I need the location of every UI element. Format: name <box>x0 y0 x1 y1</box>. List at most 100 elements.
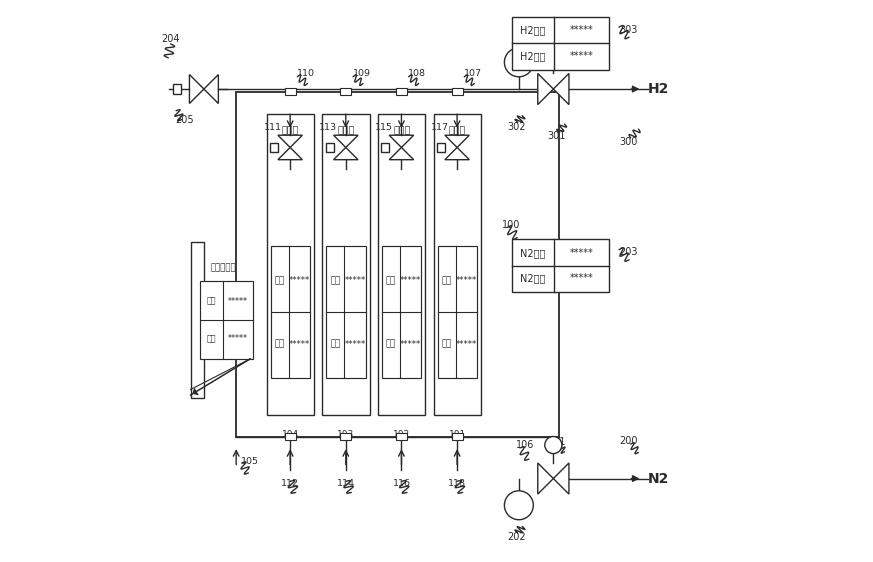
Text: 温度: 温度 <box>386 276 396 285</box>
Bar <box>285 433 296 440</box>
Text: 温度: 温度 <box>275 276 285 285</box>
Bar <box>382 143 389 152</box>
Text: 117: 117 <box>430 124 449 133</box>
Polygon shape <box>445 147 470 160</box>
Text: 118: 118 <box>448 478 466 488</box>
Bar <box>270 143 278 152</box>
Bar <box>173 84 181 94</box>
Bar <box>378 114 425 415</box>
Polygon shape <box>553 74 569 105</box>
Text: 103: 103 <box>338 429 354 438</box>
Bar <box>200 281 253 359</box>
Text: *****: ***** <box>400 276 422 285</box>
Circle shape <box>545 437 562 454</box>
Polygon shape <box>538 74 553 105</box>
Circle shape <box>545 47 562 64</box>
Bar <box>437 246 478 378</box>
Text: H2: H2 <box>648 82 670 96</box>
Circle shape <box>505 491 533 520</box>
Text: N2压力: N2压力 <box>520 248 546 258</box>
Text: 炉压: 炉压 <box>442 339 452 348</box>
Text: 109: 109 <box>353 69 370 78</box>
Text: 115: 115 <box>375 124 393 133</box>
Text: *****: ***** <box>345 276 366 285</box>
Bar <box>434 114 481 415</box>
Polygon shape <box>389 147 414 160</box>
Text: 201: 201 <box>546 437 566 447</box>
Text: 107: 107 <box>464 69 482 78</box>
Text: *****: ***** <box>456 339 477 348</box>
Polygon shape <box>538 463 553 494</box>
Text: *****: ***** <box>570 248 594 258</box>
Text: 303: 303 <box>619 25 637 35</box>
Text: 112: 112 <box>281 478 299 488</box>
Bar <box>326 143 333 152</box>
Text: N2流量: N2流量 <box>520 273 546 283</box>
Bar <box>327 246 366 378</box>
Bar <box>512 239 609 292</box>
Polygon shape <box>553 463 569 494</box>
Bar <box>190 242 204 398</box>
Polygon shape <box>445 135 470 147</box>
Bar <box>340 433 351 440</box>
Text: 加热段: 加热段 <box>393 126 410 135</box>
Text: *****: ***** <box>228 297 248 306</box>
Text: *****: ***** <box>570 25 594 35</box>
Bar <box>267 114 314 415</box>
Text: H2压力: H2压力 <box>520 25 546 35</box>
Polygon shape <box>278 147 302 160</box>
Bar <box>395 433 407 440</box>
Text: 炉压: 炉压 <box>330 339 340 348</box>
Text: 110: 110 <box>297 69 315 78</box>
Bar <box>285 88 296 95</box>
Text: 温度: 温度 <box>330 276 340 285</box>
Text: 203: 203 <box>619 247 637 257</box>
Text: N2: N2 <box>648 472 670 486</box>
Text: *****: ***** <box>289 339 310 348</box>
Bar <box>512 17 609 70</box>
Bar <box>451 433 463 440</box>
Text: *****: ***** <box>456 276 477 285</box>
Text: 204: 204 <box>162 34 180 44</box>
Bar <box>395 88 407 95</box>
Text: *****: ***** <box>570 273 594 283</box>
Bar <box>322 114 370 415</box>
Polygon shape <box>333 135 358 147</box>
Text: 102: 102 <box>393 429 410 438</box>
Text: 水平转向段: 水平转向段 <box>211 264 237 273</box>
Circle shape <box>505 48 533 77</box>
Bar <box>237 92 559 437</box>
Text: 炉压: 炉压 <box>207 334 217 343</box>
Polygon shape <box>204 75 218 103</box>
Text: 106: 106 <box>516 440 534 450</box>
Text: 113: 113 <box>320 124 338 133</box>
Text: 急冷段: 急冷段 <box>282 126 299 135</box>
Text: 200: 200 <box>619 436 637 446</box>
Text: 300: 300 <box>619 137 637 147</box>
Text: 301: 301 <box>547 132 566 141</box>
Polygon shape <box>278 135 302 147</box>
Text: 预热段: 预热段 <box>449 126 466 135</box>
Text: 116: 116 <box>393 478 410 488</box>
Text: 温度: 温度 <box>207 297 217 306</box>
Text: 108: 108 <box>408 69 426 78</box>
Text: 炉压: 炉压 <box>275 339 285 348</box>
Bar <box>271 246 310 378</box>
Bar <box>451 88 463 95</box>
Text: 111: 111 <box>264 124 282 133</box>
Polygon shape <box>333 147 358 160</box>
Text: *****: ***** <box>400 339 422 348</box>
Text: 101: 101 <box>449 429 466 438</box>
Text: 302: 302 <box>507 122 526 132</box>
Bar <box>436 143 445 152</box>
Text: *****: ***** <box>570 51 594 61</box>
Text: *****: ***** <box>289 276 310 285</box>
Polygon shape <box>389 135 414 147</box>
Text: 205: 205 <box>175 115 195 125</box>
Bar <box>340 88 351 95</box>
Text: *****: ***** <box>228 334 248 343</box>
Text: 缓冷段: 缓冷段 <box>338 126 354 135</box>
Text: 100: 100 <box>502 220 520 230</box>
Text: H2流量: H2流量 <box>520 51 546 61</box>
Polygon shape <box>189 75 204 103</box>
